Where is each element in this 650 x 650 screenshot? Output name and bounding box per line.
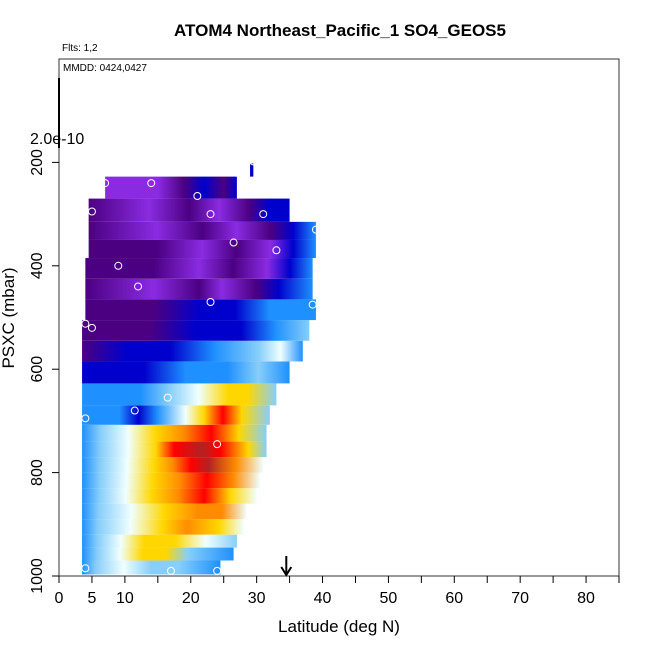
sample-point: [308, 300, 317, 309]
sample-point: [249, 157, 258, 166]
x-axis-label: Latitude (deg N): [278, 617, 400, 636]
sample-point: [167, 566, 175, 575]
y-axis: 200 400 600 800 1000: [29, 149, 59, 594]
x-tick-label: 10: [116, 590, 134, 607]
x-tick-label: 50: [380, 590, 398, 607]
chart-title: ATOM4 Northeast_Pacific_1 SO4_GEOS5: [174, 21, 506, 40]
heatmap-layer: [85, 258, 313, 279]
sample-point: [114, 261, 123, 270]
sample-point: [213, 440, 222, 449]
y-tick-label: 600: [29, 356, 46, 383]
sample-point: [101, 179, 110, 188]
heatmap-layer: [82, 424, 267, 442]
heatmap-layer: [85, 278, 313, 300]
sample-point: [81, 564, 90, 573]
heatmap-layer: [82, 320, 310, 341]
heatmap-layer: [82, 534, 237, 548]
heatmap-layer: [88, 221, 316, 240]
sample-point: [87, 323, 96, 332]
sample-point: [193, 192, 202, 201]
heatmap-layer: [250, 163, 254, 177]
heatmap-layer: [88, 198, 290, 222]
heatmap-layer: [82, 560, 221, 575]
sample-point: [206, 297, 215, 306]
x-tick-label: 20: [182, 590, 200, 607]
plot-frame: [58, 58, 620, 577]
x-tick-label: 80: [577, 590, 595, 607]
x-tick-label: 5: [87, 590, 96, 607]
scale-label: 2.0e-10: [30, 131, 84, 148]
heatmap-layer: [82, 405, 270, 425]
sample-point: [232, 168, 241, 177]
heatmap-layer: [82, 519, 244, 535]
x-tick-label: 30: [248, 590, 266, 607]
sample-point: [213, 566, 222, 575]
x-axis: 0 5 10 20 30 40 50 60 70 80: [55, 576, 620, 607]
y-axis-label: PSXC (mbar): [0, 267, 18, 368]
sample-point: [147, 179, 156, 188]
sample-point: [134, 282, 143, 291]
arrow-head: [280, 566, 293, 577]
plot-area: [81, 157, 320, 575]
sample-point: [81, 414, 90, 423]
sample-point: [259, 210, 268, 219]
heatmap-layer: [82, 547, 234, 561]
heatmap-layer: [82, 361, 290, 384]
x-tick-label: 40: [314, 590, 332, 607]
y-tick-label: 400: [29, 252, 46, 279]
x-tick-label: 60: [445, 590, 463, 607]
sample-point: [229, 238, 238, 247]
sample-point: [163, 393, 172, 402]
heatmap-layer: [82, 488, 257, 504]
latitude-arrow: [280, 556, 293, 577]
heatmap-layer: [82, 383, 277, 406]
sample-point: [130, 406, 139, 415]
sample-point: [206, 210, 215, 219]
x-tick-label: 70: [511, 590, 529, 607]
y-tick-label: 1000: [29, 558, 46, 594]
heatmap-layer: [105, 176, 237, 199]
heatmap-layer: [82, 457, 264, 473]
heatmap-layer: [82, 472, 260, 489]
y-tick-label: 200: [29, 149, 46, 176]
y-tick-label: 800: [29, 459, 46, 486]
heatmap-layer: [82, 340, 303, 362]
sample-point: [311, 225, 320, 234]
sample-point: [81, 319, 90, 328]
heatmap-layer: [85, 299, 316, 321]
heatmap-layer: [82, 503, 247, 520]
x-tick-label: 0: [55, 590, 64, 607]
dates-label: MMDD: 0424,0427: [63, 63, 147, 74]
heatmap-layer: [88, 239, 316, 259]
heatmap-layer: [82, 441, 267, 458]
flights-label: Flts: 1,2: [62, 43, 98, 54]
sample-point: [272, 246, 281, 255]
sample-point: [87, 207, 96, 216]
